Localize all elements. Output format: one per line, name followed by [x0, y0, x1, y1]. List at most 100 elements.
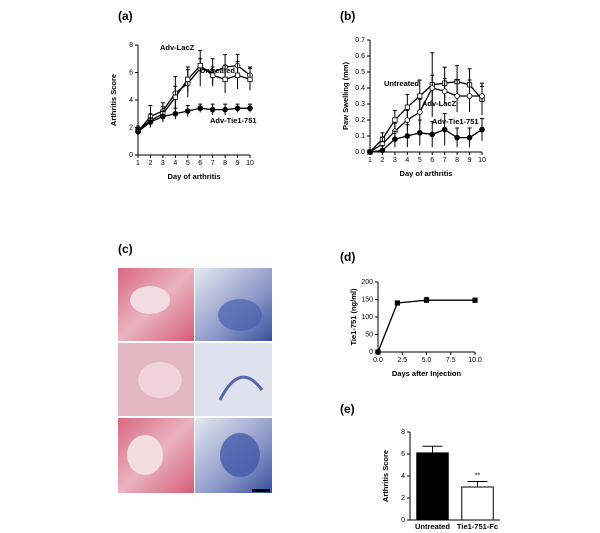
- y-tick-label: 0.2: [355, 117, 365, 124]
- y-axis-label: Tie1-751 (ng/ml): [349, 288, 358, 345]
- marker: [466, 93, 473, 99]
- series-label: Adv-Tie1-751: [432, 117, 479, 126]
- x-tick-label: 6: [198, 160, 202, 167]
- series-line: [137, 107, 250, 133]
- series-line: [137, 64, 251, 133]
- marker: [416, 109, 423, 115]
- y-tick-label: 0.1: [355, 133, 365, 140]
- y-tick-label: 100: [361, 314, 373, 321]
- series-label: Untreated: [200, 66, 235, 75]
- y-tick-label: 50: [365, 331, 373, 338]
- marker: [234, 72, 241, 78]
- y-tick-label: 0: [401, 517, 405, 524]
- y-tick-label: 2: [129, 124, 133, 131]
- marker: [197, 105, 204, 112]
- x-tick-label: 6: [430, 157, 434, 164]
- y-tick-label: 6: [401, 451, 405, 458]
- x-tick-label: 9: [468, 157, 472, 164]
- y-tick-label: 0: [129, 152, 133, 159]
- marker: [172, 110, 179, 117]
- marker: [417, 93, 423, 99]
- x-tick-label: 5: [186, 160, 190, 167]
- marker: [210, 72, 216, 78]
- x-tick-label: 3: [393, 157, 397, 164]
- marker: [375, 349, 381, 355]
- marker: [379, 147, 386, 154]
- marker: [466, 134, 473, 141]
- marker: [197, 63, 203, 69]
- x-tick-label: 0.0: [373, 357, 383, 364]
- histology-images: [118, 268, 272, 493]
- marker: [394, 300, 401, 306]
- marker: [392, 136, 398, 143]
- marker: [135, 128, 141, 135]
- panel-label: (a): [118, 9, 133, 23]
- x-axis-label: Days after Injection: [392, 369, 462, 378]
- marker: [454, 93, 460, 99]
- marker: [404, 117, 411, 123]
- marker: [479, 93, 485, 99]
- x-tick-label: 10.0: [468, 357, 482, 364]
- y-tick-label: 150: [361, 296, 373, 303]
- y-tick-label: 0.3: [355, 101, 365, 108]
- y-axis-label: Paw Swelling (mm): [341, 62, 350, 130]
- marker: [184, 108, 191, 114]
- series-label: Adv-Tie1-751: [210, 116, 257, 125]
- panel-label: (c): [118, 242, 133, 256]
- x-axis-label: Day of arthritis: [168, 172, 221, 181]
- x-tick-label: 7: [211, 160, 215, 167]
- series-label: Adv-LacZ: [422, 99, 457, 108]
- x-tick-label: 7: [443, 157, 447, 164]
- x-tick-label: Tie1-751-Fc: [457, 522, 498, 531]
- panel-label: (e): [340, 402, 355, 416]
- series-label: Adv-LacZ: [160, 43, 195, 52]
- y-tick-label: 0.5: [355, 69, 365, 76]
- x-tick-label: Untreated: [415, 522, 450, 531]
- marker: [441, 88, 448, 94]
- series-line: [369, 128, 483, 153]
- y-tick-label: 4: [401, 473, 405, 480]
- annotation: **: [475, 472, 481, 479]
- y-tick-label: 200: [361, 279, 373, 286]
- marker: [429, 131, 436, 138]
- x-tick-label: 10: [246, 160, 254, 167]
- bar: [416, 452, 449, 521]
- series-line: [369, 87, 482, 153]
- x-tick-label: 2: [148, 160, 152, 167]
- marker: [222, 76, 228, 82]
- panel-label: (d): [340, 250, 355, 264]
- marker: [222, 106, 228, 113]
- x-tick-label: 7.5: [446, 357, 456, 364]
- x-tick-label: 5: [418, 157, 422, 164]
- x-tick-label: 3: [161, 160, 165, 167]
- x-tick-label: 2: [380, 157, 384, 164]
- series-line: [369, 80, 483, 153]
- marker: [472, 297, 478, 303]
- x-tick-label: 2.5: [397, 357, 407, 364]
- series-line: [377, 299, 475, 353]
- x-tick-label: 5.0: [422, 357, 432, 364]
- marker: [185, 76, 191, 82]
- y-tick-label: 0: [369, 349, 373, 356]
- y-tick-label: 8: [401, 429, 405, 436]
- x-tick-label: 9: [236, 160, 240, 167]
- bar: [461, 486, 494, 521]
- y-tick-label: 6: [129, 69, 133, 76]
- marker: [416, 130, 423, 136]
- marker: [172, 94, 178, 100]
- marker: [147, 119, 154, 125]
- y-axis-label: Arthritis Score: [109, 74, 118, 126]
- marker: [247, 105, 253, 112]
- x-tick-label: 4: [405, 157, 409, 164]
- marker: [367, 149, 373, 155]
- y-tick-label: 4: [129, 97, 133, 104]
- y-tick-label: 0.7: [355, 37, 365, 44]
- marker: [441, 126, 448, 133]
- y-axis-label: Arthritis Score: [381, 450, 390, 502]
- marker: [404, 133, 411, 139]
- x-tick-label: 8: [455, 157, 459, 164]
- marker: [392, 117, 398, 123]
- panel-label: (b): [340, 9, 355, 23]
- marker: [404, 104, 410, 110]
